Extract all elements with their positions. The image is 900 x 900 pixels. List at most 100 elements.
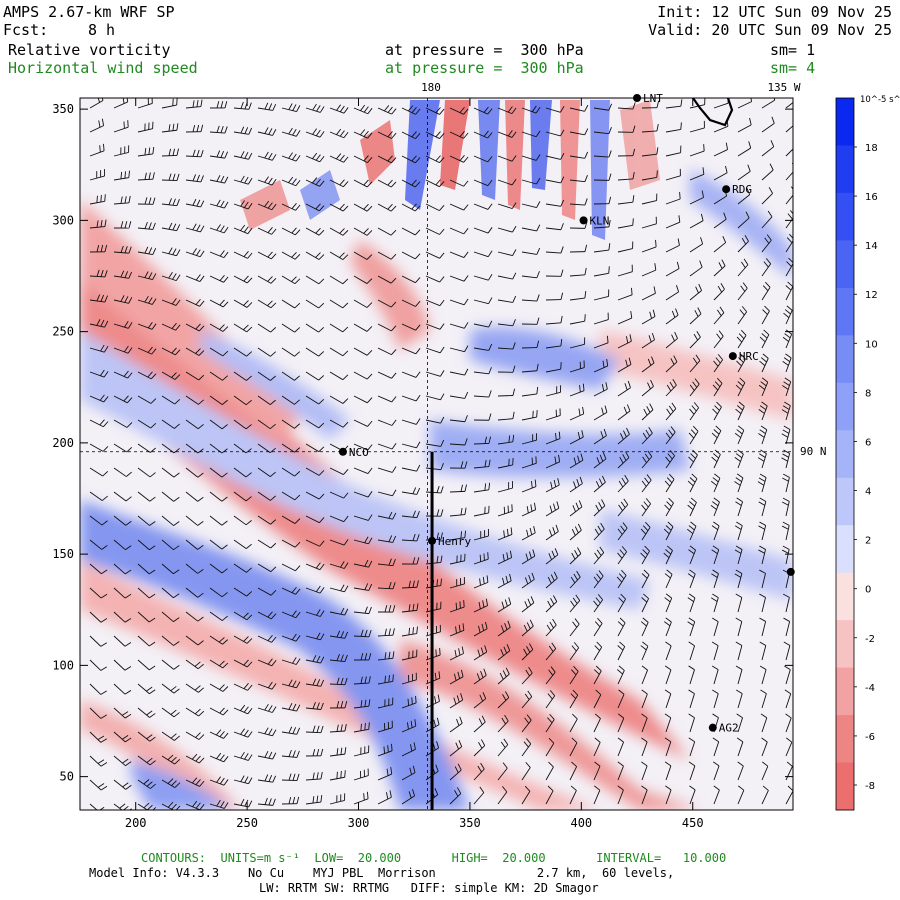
wind-barb bbox=[161, 491, 180, 502]
wind-barb bbox=[89, 803, 108, 810]
wind-barb bbox=[305, 275, 325, 285]
wind-barb bbox=[305, 443, 325, 453]
wind-barb bbox=[137, 659, 156, 671]
wind-barb bbox=[664, 569, 673, 589]
wind-barb bbox=[401, 557, 420, 565]
wind-barb bbox=[161, 98, 178, 109]
wind-barb bbox=[305, 395, 325, 405]
wind-barb bbox=[329, 299, 349, 309]
wind-barb bbox=[521, 271, 540, 279]
wind-barb bbox=[257, 227, 277, 235]
wind-barb bbox=[617, 498, 629, 517]
wind-barb bbox=[737, 164, 751, 181]
station-dot bbox=[708, 723, 717, 732]
wind-barb bbox=[353, 676, 371, 685]
wind-barb bbox=[209, 323, 229, 332]
wind-barb bbox=[113, 320, 133, 329]
wind-barb bbox=[209, 347, 229, 357]
wind-barb bbox=[353, 227, 373, 236]
colorbar-label: 0 bbox=[865, 585, 871, 596]
wind-barb bbox=[593, 522, 605, 541]
wind-barb bbox=[209, 539, 228, 550]
wind-barb bbox=[545, 199, 565, 207]
init-time: Init: 12 UTC Sun 09 Nov 25 bbox=[657, 3, 892, 21]
wind-barb bbox=[233, 126, 253, 135]
wind-barb bbox=[377, 347, 397, 356]
wind-barb bbox=[785, 139, 793, 157]
wind-barb bbox=[641, 286, 656, 301]
wind-barb bbox=[545, 176, 565, 184]
wind-barb bbox=[545, 153, 565, 160]
wind-barb bbox=[688, 761, 696, 781]
wind-barb bbox=[569, 337, 586, 349]
wind-barb bbox=[617, 785, 624, 805]
wind-barb bbox=[89, 683, 107, 695]
wind-barb bbox=[377, 767, 393, 781]
wind-barb bbox=[569, 500, 583, 517]
wind-barb bbox=[281, 203, 301, 211]
wind-barb bbox=[401, 672, 417, 685]
wind-barb bbox=[521, 154, 541, 161]
wind-barb bbox=[401, 464, 421, 472]
wind-barb bbox=[664, 497, 674, 517]
wind-barb bbox=[137, 491, 156, 502]
wind-barb bbox=[89, 319, 109, 328]
wind-barb bbox=[329, 395, 349, 404]
wind-barb bbox=[233, 611, 253, 621]
wind-barb bbox=[137, 707, 156, 718]
model-info: Model Info: V4.3.3 No Cu MYJ PBL Morriso… bbox=[89, 866, 675, 880]
wind-barb bbox=[329, 491, 349, 499]
wind-barb bbox=[161, 347, 181, 356]
wind-barb bbox=[785, 737, 793, 757]
wind-barb bbox=[569, 737, 578, 757]
wind-barb bbox=[281, 323, 301, 333]
wind-barb bbox=[353, 323, 373, 332]
wind-barb bbox=[735, 497, 744, 517]
wind-barb bbox=[497, 365, 516, 373]
station-dot bbox=[428, 536, 437, 545]
wind-barb bbox=[781, 401, 791, 421]
wind-barb bbox=[641, 170, 658, 181]
wind-barb bbox=[257, 127, 277, 136]
wind-barb bbox=[209, 776, 229, 786]
wind-barb bbox=[641, 123, 659, 133]
wind-barb bbox=[257, 200, 277, 211]
wind-barb bbox=[712, 737, 720, 757]
wind-barb bbox=[689, 237, 704, 253]
wind-barb bbox=[665, 785, 672, 805]
wind-barb bbox=[782, 353, 792, 373]
wind-barb bbox=[449, 131, 469, 139]
wind-barb bbox=[329, 227, 349, 236]
wind-barb bbox=[281, 702, 301, 712]
wind-barb bbox=[89, 539, 108, 550]
wind-barb bbox=[209, 683, 229, 692]
wind-barb bbox=[665, 355, 678, 373]
wind-barb bbox=[473, 692, 487, 709]
wind-barb bbox=[377, 299, 397, 308]
wind-barb bbox=[305, 725, 324, 734]
wind-barb bbox=[401, 203, 421, 212]
wind-barb bbox=[353, 203, 373, 212]
wind-barb bbox=[329, 793, 346, 805]
wind-barb bbox=[737, 785, 745, 805]
wind-barb bbox=[209, 799, 229, 809]
wind-barb bbox=[497, 202, 517, 209]
wind-barb bbox=[353, 395, 373, 404]
wind-barb bbox=[449, 345, 469, 353]
wind-barb bbox=[593, 219, 611, 229]
wind-barb bbox=[569, 104, 589, 112]
wind-barb bbox=[233, 299, 253, 308]
wind-barb bbox=[734, 521, 743, 541]
wind-barb bbox=[688, 425, 699, 445]
wind-barb bbox=[233, 200, 253, 210]
wind-barb bbox=[521, 525, 536, 541]
wind-barb bbox=[759, 569, 766, 589]
wind-barb bbox=[233, 728, 253, 738]
wind-barb bbox=[137, 146, 155, 157]
wind-barb bbox=[137, 346, 157, 355]
colorbar-label: 10 bbox=[865, 339, 878, 350]
wind-barb bbox=[617, 617, 626, 637]
wind-barb bbox=[449, 600, 465, 613]
wind-barb bbox=[617, 287, 633, 301]
colorbar-label: -2 bbox=[865, 634, 875, 645]
